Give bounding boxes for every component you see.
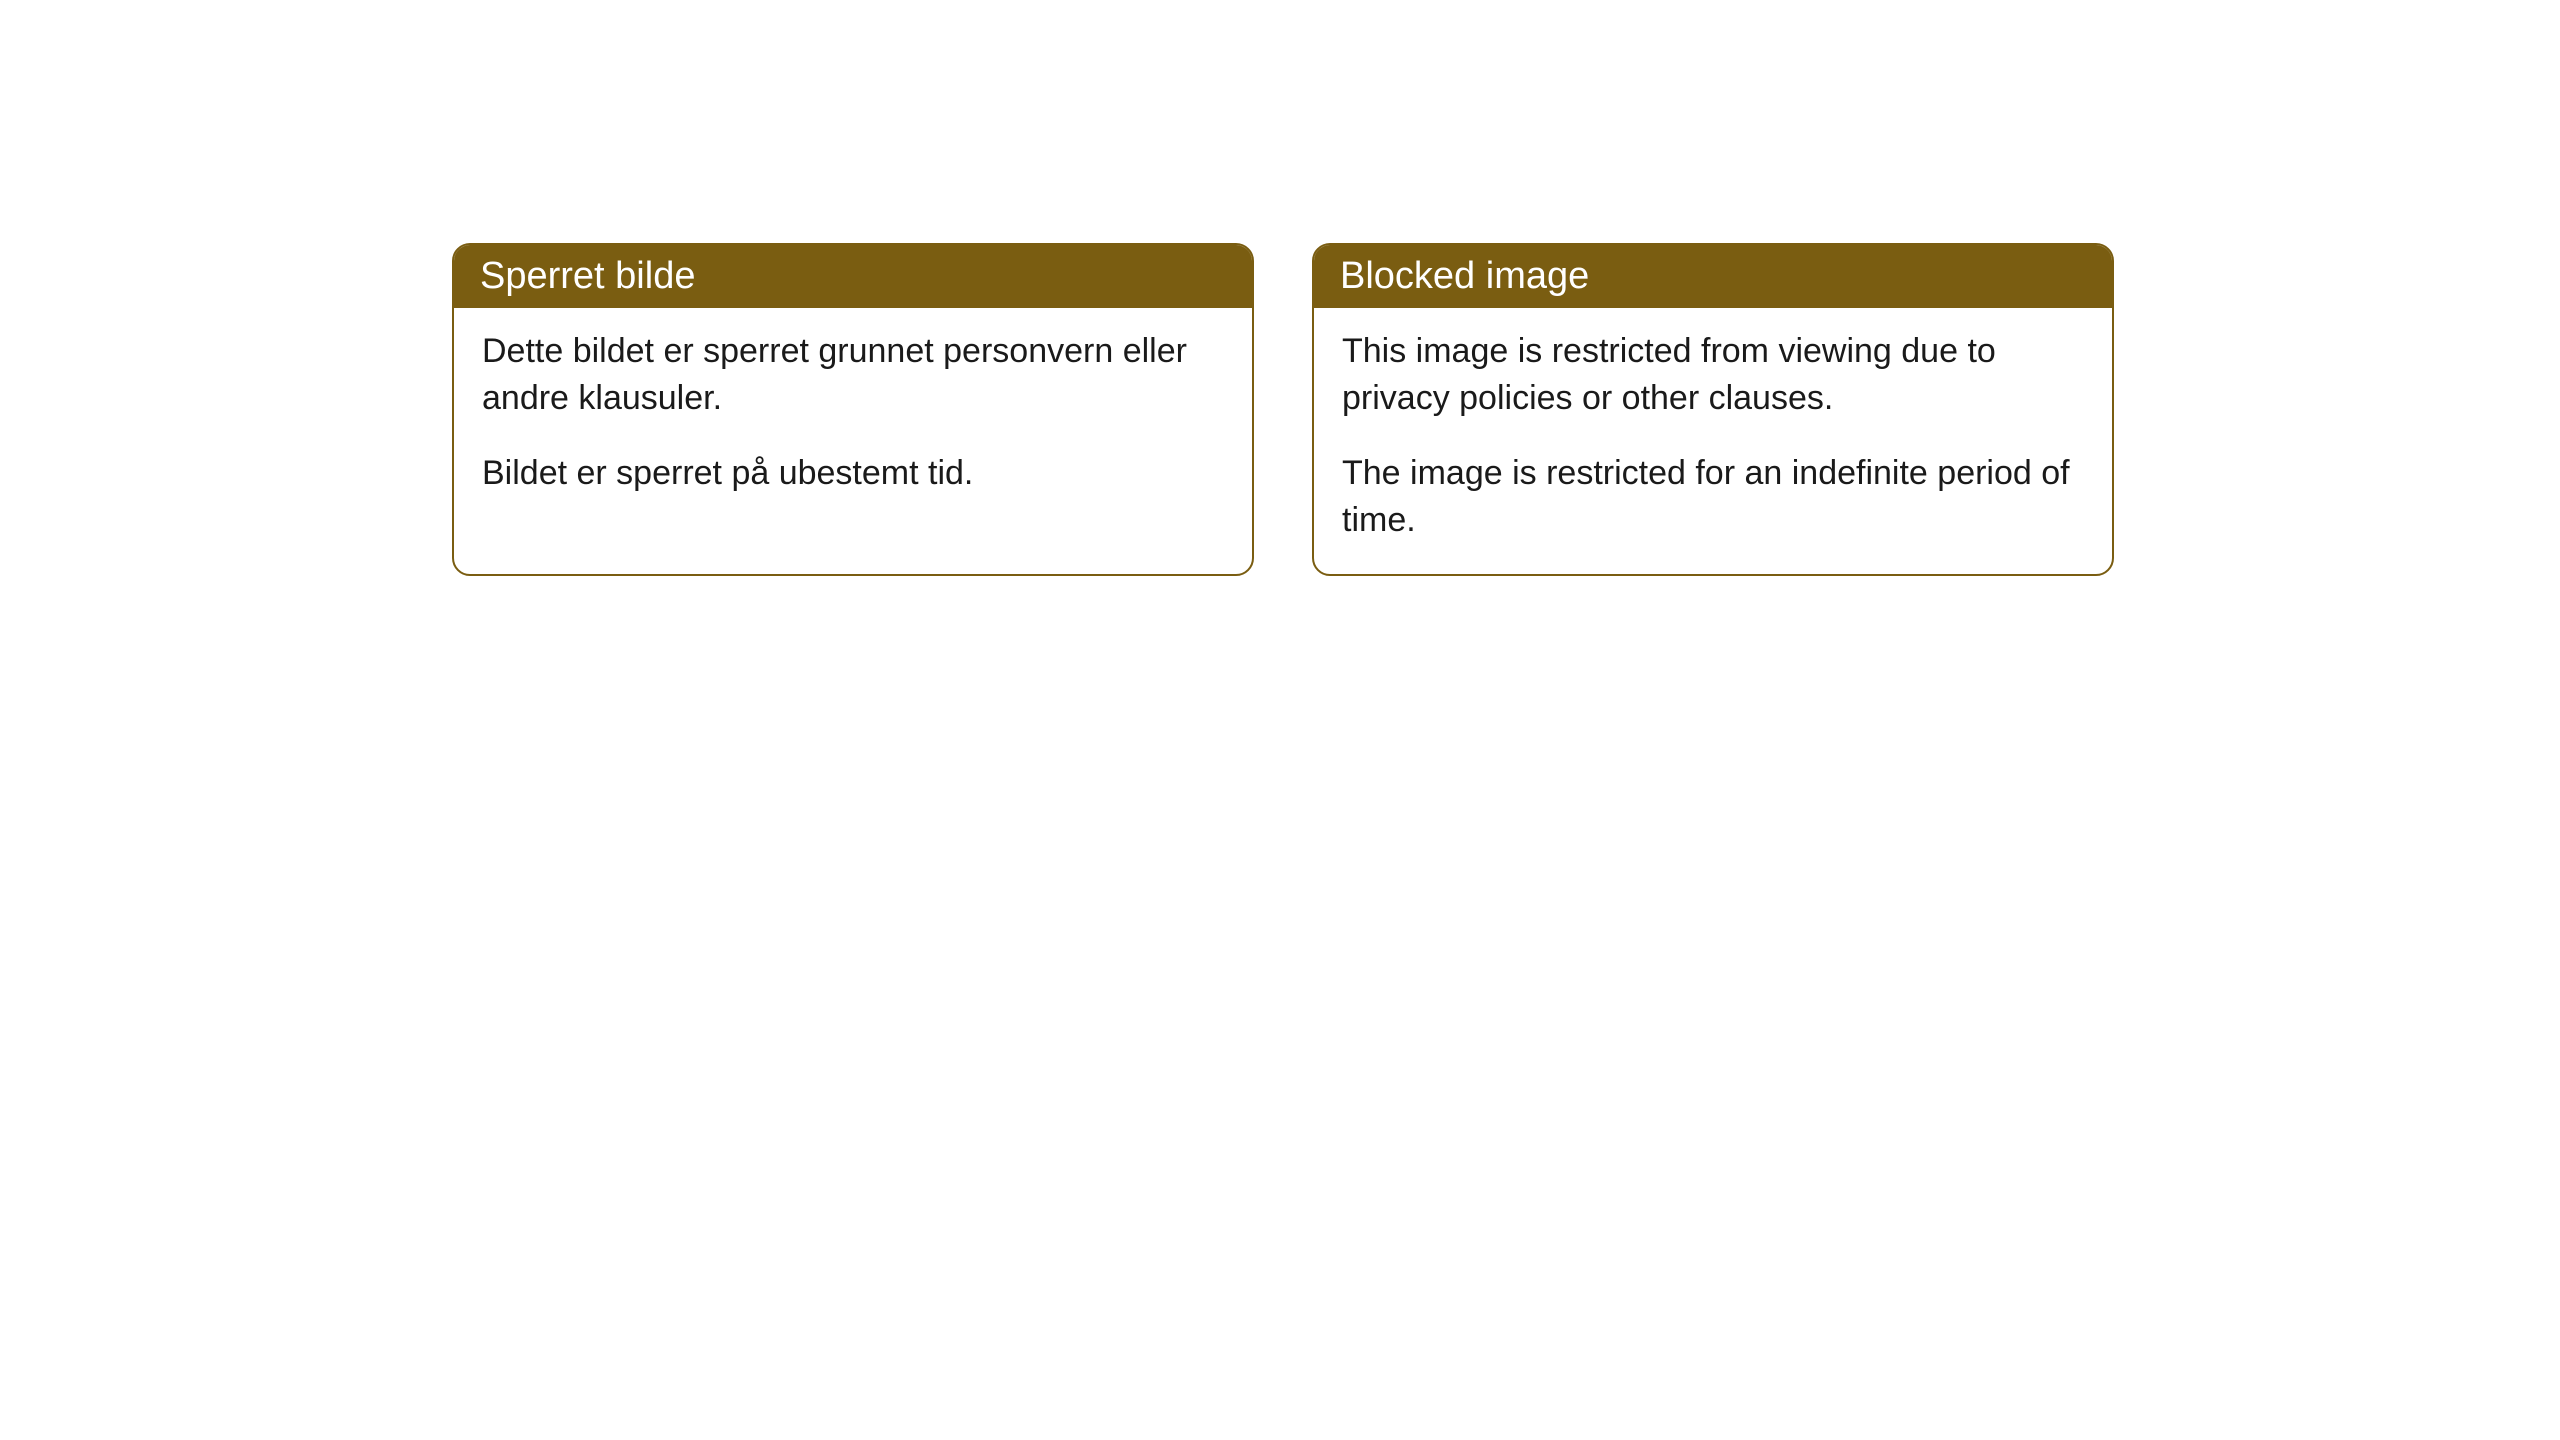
notice-body: Dette bildet er sperret grunnet personve…: [454, 308, 1252, 527]
notice-title: Sperret bilde: [480, 255, 695, 297]
notice-body: This image is restricted from viewing du…: [1314, 308, 2112, 574]
notice-container: Sperret bilde Dette bildet er sperret gr…: [452, 243, 2114, 576]
notice-card-english: Blocked image This image is restricted f…: [1312, 243, 2114, 576]
notice-paragraph: Dette bildet er sperret grunnet personve…: [482, 328, 1224, 422]
notice-paragraph: Bildet er sperret på ubestemt tid.: [482, 450, 1224, 497]
notice-header: Sperret bilde: [454, 245, 1252, 308]
notice-card-norwegian: Sperret bilde Dette bildet er sperret gr…: [452, 243, 1254, 576]
notice-paragraph: The image is restricted for an indefinit…: [1342, 450, 2084, 544]
notice-title: Blocked image: [1340, 255, 1589, 297]
notice-header: Blocked image: [1314, 245, 2112, 308]
notice-paragraph: This image is restricted from viewing du…: [1342, 328, 2084, 422]
